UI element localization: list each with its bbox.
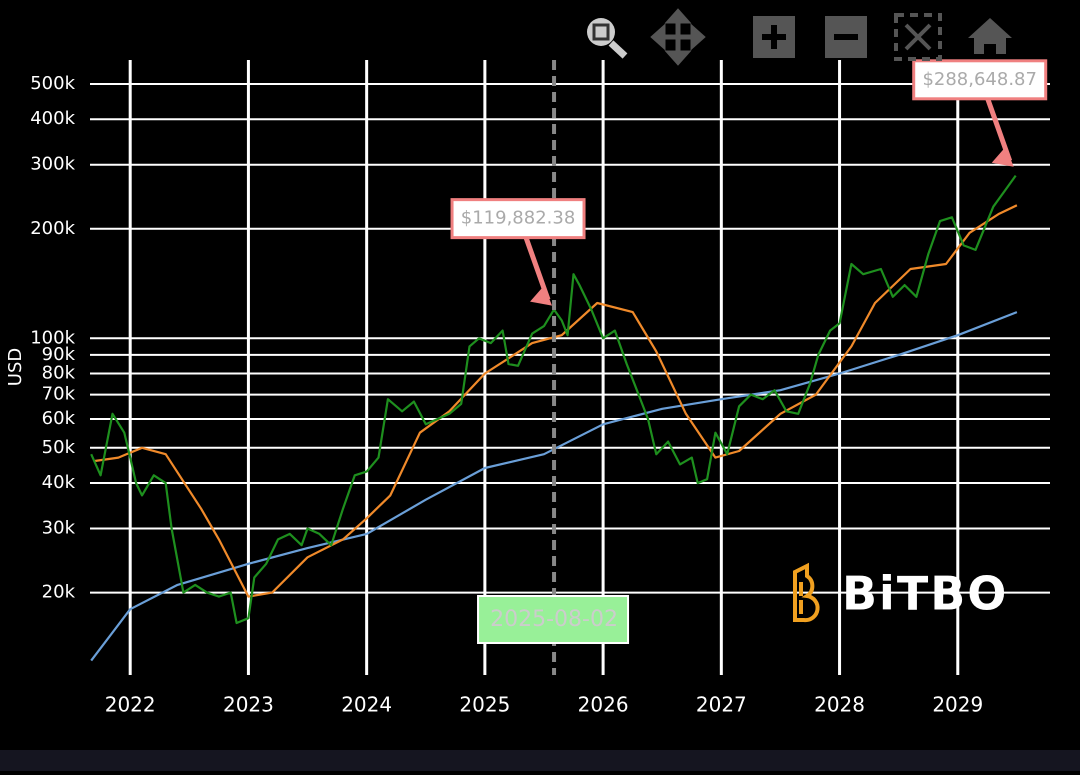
x-tick-label: 2022 (105, 693, 156, 717)
x-tick-label: 2029 (932, 693, 983, 717)
annotation-label: $119,882.38 (461, 208, 576, 229)
y-tick-label: 90k (42, 344, 76, 365)
y-tick-label: 50k (42, 437, 76, 458)
x-tick-label: 2027 (696, 693, 747, 717)
y-tick-label: 20k (42, 582, 76, 603)
zoom-in-button[interactable] (753, 16, 795, 58)
annotation-arrowhead (991, 146, 1014, 167)
y-tick-label: 400k (30, 108, 75, 129)
zoom-out-button[interactable] (825, 16, 867, 58)
y-tick-label: 80k (42, 363, 76, 384)
y-tick-label: 200k (30, 218, 75, 239)
logo-text: BiTBO (842, 567, 1008, 621)
x-tick-label: 2028 (814, 693, 865, 717)
crosshair-label-box (477, 595, 630, 644)
series-line (94, 204, 1018, 598)
y-tick-label: 70k (42, 384, 76, 405)
y-tick-label: 60k (42, 408, 76, 429)
annotation-box (912, 59, 1048, 101)
overlay: 2025-08-02 $119,882.38 $288,648.87 (450, 59, 1048, 675)
y-tick-label: 100k (30, 327, 75, 348)
x-tick-label: 2023 (223, 693, 274, 717)
crosshair-label: 2025-08-02 (490, 607, 618, 632)
zoom-button[interactable] (587, 18, 628, 59)
toolbar[interactable] (587, 8, 1012, 66)
y-tick-label: 40k (42, 472, 76, 493)
bottom-bar (0, 750, 1080, 771)
pan-button[interactable] (650, 8, 706, 66)
y-tick-label: 300k (30, 154, 75, 175)
series-line (90, 311, 1018, 662)
y-tick-label: 500k (30, 73, 75, 94)
x-tick-label: 2025 (459, 693, 510, 717)
x-tick-label: 2026 (578, 693, 629, 717)
fit-button[interactable] (894, 13, 942, 61)
home-button[interactable] (968, 18, 1012, 54)
y-tick-label: 30k (42, 518, 76, 539)
lines (90, 174, 1018, 662)
logo-icon (793, 562, 820, 623)
watermark: BiTBO (793, 562, 1008, 623)
x-tick-label: 2024 (341, 693, 392, 717)
series-line (90, 174, 1017, 625)
annotation-label: $288,648.87 (922, 69, 1037, 90)
y-axis-label: USD (5, 348, 26, 386)
annotation-arrowhead (530, 285, 553, 306)
annotation-box (450, 198, 586, 240)
